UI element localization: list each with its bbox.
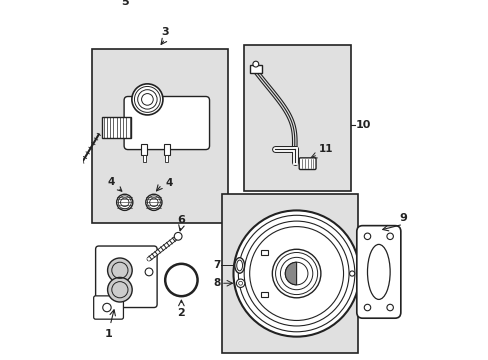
Circle shape (145, 268, 153, 276)
Bar (165, 156, 168, 162)
FancyBboxPatch shape (96, 246, 157, 307)
Circle shape (107, 258, 132, 283)
Text: 5: 5 (121, 0, 128, 6)
Bar (261, 250, 267, 255)
Text: 8: 8 (213, 278, 220, 288)
FancyBboxPatch shape (124, 96, 209, 149)
Circle shape (145, 194, 162, 211)
Circle shape (107, 278, 132, 302)
Text: 6: 6 (177, 215, 185, 225)
Circle shape (236, 279, 244, 287)
Circle shape (233, 211, 359, 337)
Bar (261, 292, 267, 297)
Text: 7: 7 (212, 260, 220, 270)
Circle shape (132, 84, 163, 115)
Circle shape (252, 61, 258, 67)
FancyBboxPatch shape (94, 296, 123, 319)
Circle shape (117, 194, 133, 211)
Circle shape (174, 233, 182, 240)
Text: 2: 2 (177, 307, 185, 318)
Bar (222, 194, 357, 353)
Ellipse shape (111, 28, 138, 34)
Circle shape (349, 271, 354, 276)
Circle shape (122, 25, 127, 30)
Bar (142, 156, 145, 162)
Bar (244, 45, 350, 191)
Text: 10: 10 (354, 121, 370, 130)
Text: 4: 4 (107, 176, 122, 191)
Text: 3: 3 (161, 27, 169, 37)
Text: 4: 4 (165, 178, 172, 188)
Bar (102, 117, 131, 138)
Ellipse shape (234, 258, 244, 273)
Text: 9: 9 (398, 213, 406, 223)
FancyBboxPatch shape (299, 158, 315, 170)
Ellipse shape (111, 24, 138, 31)
FancyBboxPatch shape (356, 226, 400, 318)
Wedge shape (285, 262, 296, 285)
Bar (141, 144, 147, 156)
Text: 11: 11 (318, 144, 333, 154)
Bar (92, 49, 228, 223)
Text: 1: 1 (104, 329, 112, 338)
Bar (249, 65, 261, 73)
Circle shape (272, 249, 320, 298)
Bar (163, 144, 170, 156)
